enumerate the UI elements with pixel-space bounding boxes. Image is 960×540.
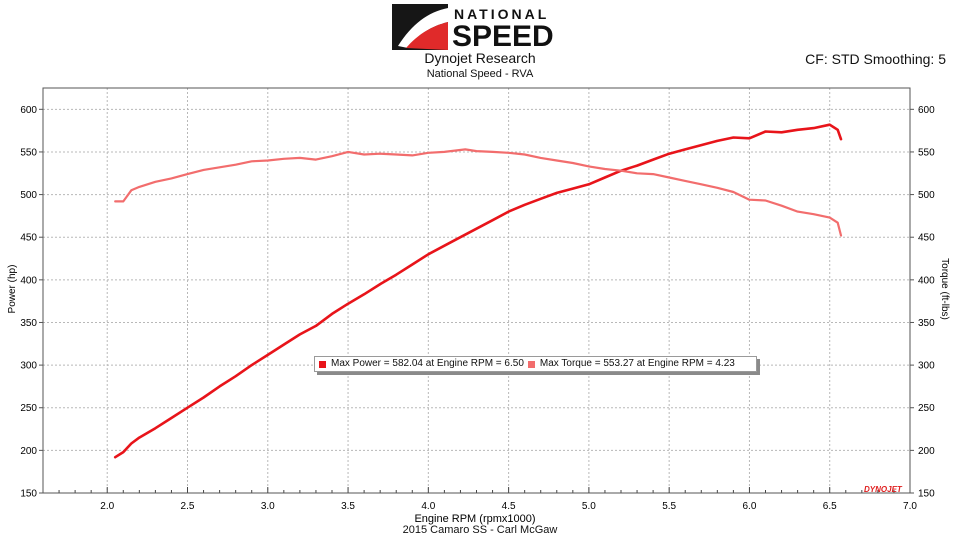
y-tick-label-right: 600 — [918, 105, 935, 116]
y-tick-label-right: 300 — [918, 361, 935, 372]
gridlines — [39, 88, 914, 494]
x-tick-label: 5.0 — [582, 501, 596, 512]
series-line-torque — [114, 148, 843, 237]
y-tick-label-right: 500 — [918, 190, 935, 201]
correction-factor-label: CF: STD Smoothing: 5 — [805, 51, 946, 67]
y-tick-label-right: 150 — [918, 489, 935, 500]
y-axis-label-right: Torque (ft-lbs) — [939, 258, 950, 320]
y-tick-label-right: 250 — [918, 403, 935, 414]
y-tick-label-right: 550 — [918, 147, 935, 158]
y-tick-label-right: 350 — [918, 318, 935, 329]
legend-power-label: Max Power = 582.04 at Engine RPM = 6.50 — [331, 358, 524, 369]
dynojet-badge: DYNOJET — [864, 485, 902, 494]
y-tick-label-right: 200 — [918, 446, 935, 457]
power-swatch-icon — [319, 360, 326, 368]
x-tick-label: 6.5 — [823, 501, 837, 512]
y-tick-label-left: 150 — [20, 489, 37, 500]
y-tick-label-left: 600 — [20, 105, 37, 116]
x-axis-label: Engine RPM (rpmx1000) — [414, 513, 535, 525]
y-tick-label-left: 350 — [20, 318, 37, 329]
x-tick-labels: 2.0 2.5 3.0 3.5 4.0 4.5 5.0 5.5 6.0 6.5 7.0 — [100, 501, 917, 512]
y-tick-label-right: 450 — [918, 233, 935, 244]
chart-subtitle: National Speed - RVA — [426, 68, 534, 80]
national-speed-logo: NATIONAL SPEED — [392, 4, 554, 52]
x-tick-label: 5.5 — [662, 501, 676, 512]
y-tick-label-left: 500 — [20, 190, 37, 201]
x-tick-label: 3.5 — [341, 501, 355, 512]
x-tick-label: 2.5 — [181, 501, 195, 512]
legend-item-torque: Max Torque = 553.27 at Engine RPM = 4.23 — [524, 357, 735, 371]
svg-text:SPEED: SPEED — [452, 20, 554, 52]
torque-swatch-icon — [527, 360, 535, 368]
run-label: 2015 Camaro SS - Carl McGaw — [402, 524, 558, 536]
plot-frame — [42, 87, 911, 494]
series-layer — [113, 123, 843, 459]
y-tick-label-left: 250 — [20, 403, 37, 414]
y-tick-labels-left: 150 200 250 300 350 400 450 500 550 600 — [20, 105, 37, 500]
x-tick-label: 2.0 — [100, 501, 114, 512]
legend: Max Power = 582.04 at Engine RPM = 6.50 … — [314, 356, 757, 372]
legend-torque-label: Max Torque = 553.27 at Engine RPM = 4.23 — [539, 358, 735, 369]
y-tick-label-left: 200 — [20, 446, 37, 457]
y-tick-label-left: 450 — [20, 233, 37, 244]
svg-text:NATIONAL: NATIONAL — [454, 6, 549, 22]
y-tick-label-left: 300 — [20, 361, 37, 372]
y-tick-label-right: 400 — [918, 275, 935, 286]
chart-title: Dynojet Research — [424, 50, 536, 66]
legend-item-power: Max Power = 582.04 at Engine RPM = 6.50 — [315, 357, 524, 371]
bottom-ruler — [42, 487, 911, 493]
y-tick-labels-right: 150 200 250 300 350 400 450 500 550 600 — [918, 105, 935, 500]
x-tick-label: 7.0 — [903, 501, 917, 512]
x-tick-label: 4.5 — [502, 501, 516, 512]
y-tick-label-left: 550 — [20, 147, 37, 158]
x-tick-label: 6.0 — [742, 501, 756, 512]
x-tick-label: 4.0 — [421, 501, 435, 512]
y-axis-label-left: Power (hp) — [7, 265, 18, 314]
y-tick-label-left: 400 — [20, 275, 37, 286]
x-tick-label: 3.0 — [261, 501, 275, 512]
series-line-power — [113, 123, 843, 459]
